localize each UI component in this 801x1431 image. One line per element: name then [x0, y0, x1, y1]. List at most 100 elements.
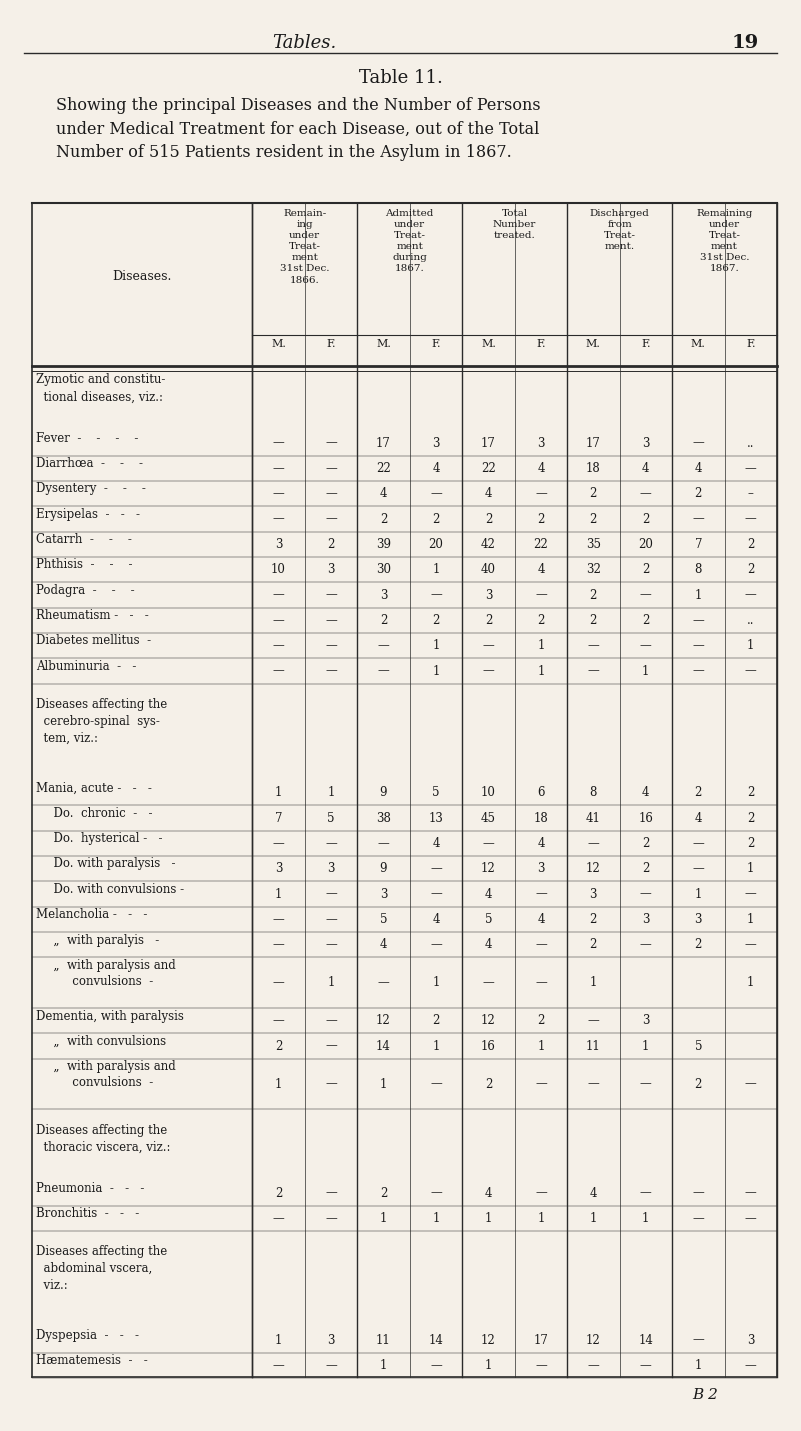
Text: 22: 22 — [481, 462, 496, 475]
Text: 8: 8 — [590, 786, 597, 798]
Text: 2: 2 — [275, 1039, 282, 1053]
Text: 2: 2 — [485, 512, 492, 525]
Text: 2: 2 — [537, 512, 545, 525]
Text: —: — — [640, 1359, 652, 1372]
Text: —: — — [587, 1015, 599, 1027]
Text: 3: 3 — [590, 887, 597, 900]
Text: 2: 2 — [537, 614, 545, 627]
Text: —: — — [325, 1078, 337, 1090]
Text: Hæmatemesis  -   -: Hæmatemesis - - — [36, 1354, 148, 1367]
Text: F.: F. — [431, 339, 441, 349]
Text: —: — — [482, 640, 494, 653]
Text: 1: 1 — [694, 887, 702, 900]
Text: 2: 2 — [590, 913, 597, 926]
Text: M.: M. — [586, 339, 601, 349]
Text: Do.  hysterical -   -: Do. hysterical - - — [46, 833, 163, 846]
Text: —: — — [325, 664, 337, 677]
Text: F.: F. — [536, 339, 545, 349]
Text: 13: 13 — [429, 811, 444, 824]
Text: Remain-
ing
under
Treat-
ment
31st Dec.
1866.: Remain- ing under Treat- ment 31st Dec. … — [280, 209, 329, 285]
Text: Showing the principal Diseases and the Number of Persons
under Medical Treatment: Showing the principal Diseases and the N… — [56, 97, 541, 162]
Text: Discharged
from
Treat-
ment.: Discharged from Treat- ment. — [590, 209, 650, 252]
Text: 1: 1 — [433, 976, 440, 989]
Text: 2: 2 — [590, 614, 597, 627]
Text: Albuminuria  -   -: Albuminuria - - — [36, 660, 136, 673]
Text: 45: 45 — [481, 811, 496, 824]
Text: —: — — [745, 462, 757, 475]
Text: 2: 2 — [694, 939, 702, 952]
Text: —: — — [535, 1359, 547, 1372]
Text: 4: 4 — [485, 1186, 492, 1199]
Text: 5: 5 — [694, 1039, 702, 1053]
Text: „  with paralysis and
       convulsions  -: „ with paralysis and convulsions - — [46, 959, 176, 987]
Text: Diseases affecting the
  thoracic viscera, viz.:: Diseases affecting the thoracic viscera,… — [36, 1123, 171, 1153]
Text: —: — — [535, 939, 547, 952]
Text: 2: 2 — [328, 538, 335, 551]
Text: 4: 4 — [694, 811, 702, 824]
Text: —: — — [272, 664, 284, 677]
Text: 12: 12 — [586, 1334, 601, 1347]
Text: 2: 2 — [694, 1078, 702, 1090]
Text: —: — — [430, 863, 442, 876]
Text: —: — — [692, 512, 704, 525]
Text: 12: 12 — [481, 863, 496, 876]
Text: —: — — [692, 837, 704, 850]
Text: 4: 4 — [485, 939, 492, 952]
Text: —: — — [692, 863, 704, 876]
Text: Diseases affecting the
  abdominal vscera,
  viz.:: Diseases affecting the abdominal vscera,… — [36, 1245, 167, 1292]
Text: —: — — [745, 512, 757, 525]
Text: 1: 1 — [694, 1359, 702, 1372]
Text: —: — — [745, 1186, 757, 1199]
Text: 1: 1 — [485, 1359, 492, 1372]
Text: 1: 1 — [642, 1039, 650, 1053]
Text: —: — — [640, 1078, 652, 1090]
Text: —: — — [272, 640, 284, 653]
Text: 12: 12 — [481, 1334, 496, 1347]
Text: Podagra  -    -    -: Podagra - - - — [36, 584, 135, 597]
Text: 10: 10 — [481, 786, 496, 798]
Text: „  with paralysis and
       convulsions  -: „ with paralysis and convulsions - — [46, 1060, 176, 1089]
Text: M.: M. — [271, 339, 286, 349]
Text: Bronchitis  -   -   -: Bronchitis - - - — [36, 1208, 139, 1221]
Text: „  with convulsions: „ with convulsions — [46, 1035, 167, 1047]
Text: —: — — [692, 1334, 704, 1347]
Text: 2: 2 — [642, 564, 650, 577]
Text: —: — — [272, 1212, 284, 1225]
Text: —: — — [640, 487, 652, 501]
Text: Remaining
under
Treat-
ment
31st Dec.
1867.: Remaining under Treat- ment 31st Dec. 18… — [696, 209, 753, 273]
Text: 3: 3 — [433, 436, 440, 449]
Text: 20: 20 — [638, 538, 654, 551]
Text: —: — — [430, 588, 442, 601]
Text: —: — — [587, 1078, 599, 1090]
Text: —: — — [535, 1078, 547, 1090]
Text: 40: 40 — [481, 564, 496, 577]
Text: Admitted
under
Treat-
ment
during
1867.: Admitted under Treat- ment during 1867. — [385, 209, 434, 273]
Text: Pneumonia  -   -   -: Pneumonia - - - — [36, 1182, 144, 1195]
Text: —: — — [640, 887, 652, 900]
Text: 4: 4 — [433, 837, 440, 850]
Text: —: — — [745, 664, 757, 677]
Text: 17: 17 — [586, 436, 601, 449]
Text: —: — — [325, 939, 337, 952]
Text: —: — — [745, 1078, 757, 1090]
Text: ..: .. — [747, 614, 755, 627]
Text: Do. with paralysis   -: Do. with paralysis - — [46, 857, 176, 870]
Text: 19: 19 — [731, 34, 759, 53]
Text: 3: 3 — [642, 913, 650, 926]
Text: 2: 2 — [694, 487, 702, 501]
Text: 9: 9 — [380, 863, 387, 876]
Text: —: — — [430, 1078, 442, 1090]
Text: Dementia, with paralysis: Dementia, with paralysis — [36, 1009, 184, 1023]
Text: 1: 1 — [328, 786, 335, 798]
Text: 3: 3 — [380, 887, 387, 900]
Text: —: — — [325, 1212, 337, 1225]
Text: —: — — [272, 436, 284, 449]
Text: —: — — [377, 837, 389, 850]
Text: Diseases.: Diseases. — [112, 269, 172, 283]
Text: —: — — [640, 588, 652, 601]
Text: 39: 39 — [376, 538, 391, 551]
Text: 1: 1 — [433, 640, 440, 653]
Text: 2: 2 — [380, 614, 387, 627]
Text: —: — — [272, 588, 284, 601]
Text: Mania, acute -   -   -: Mania, acute - - - — [36, 781, 152, 794]
